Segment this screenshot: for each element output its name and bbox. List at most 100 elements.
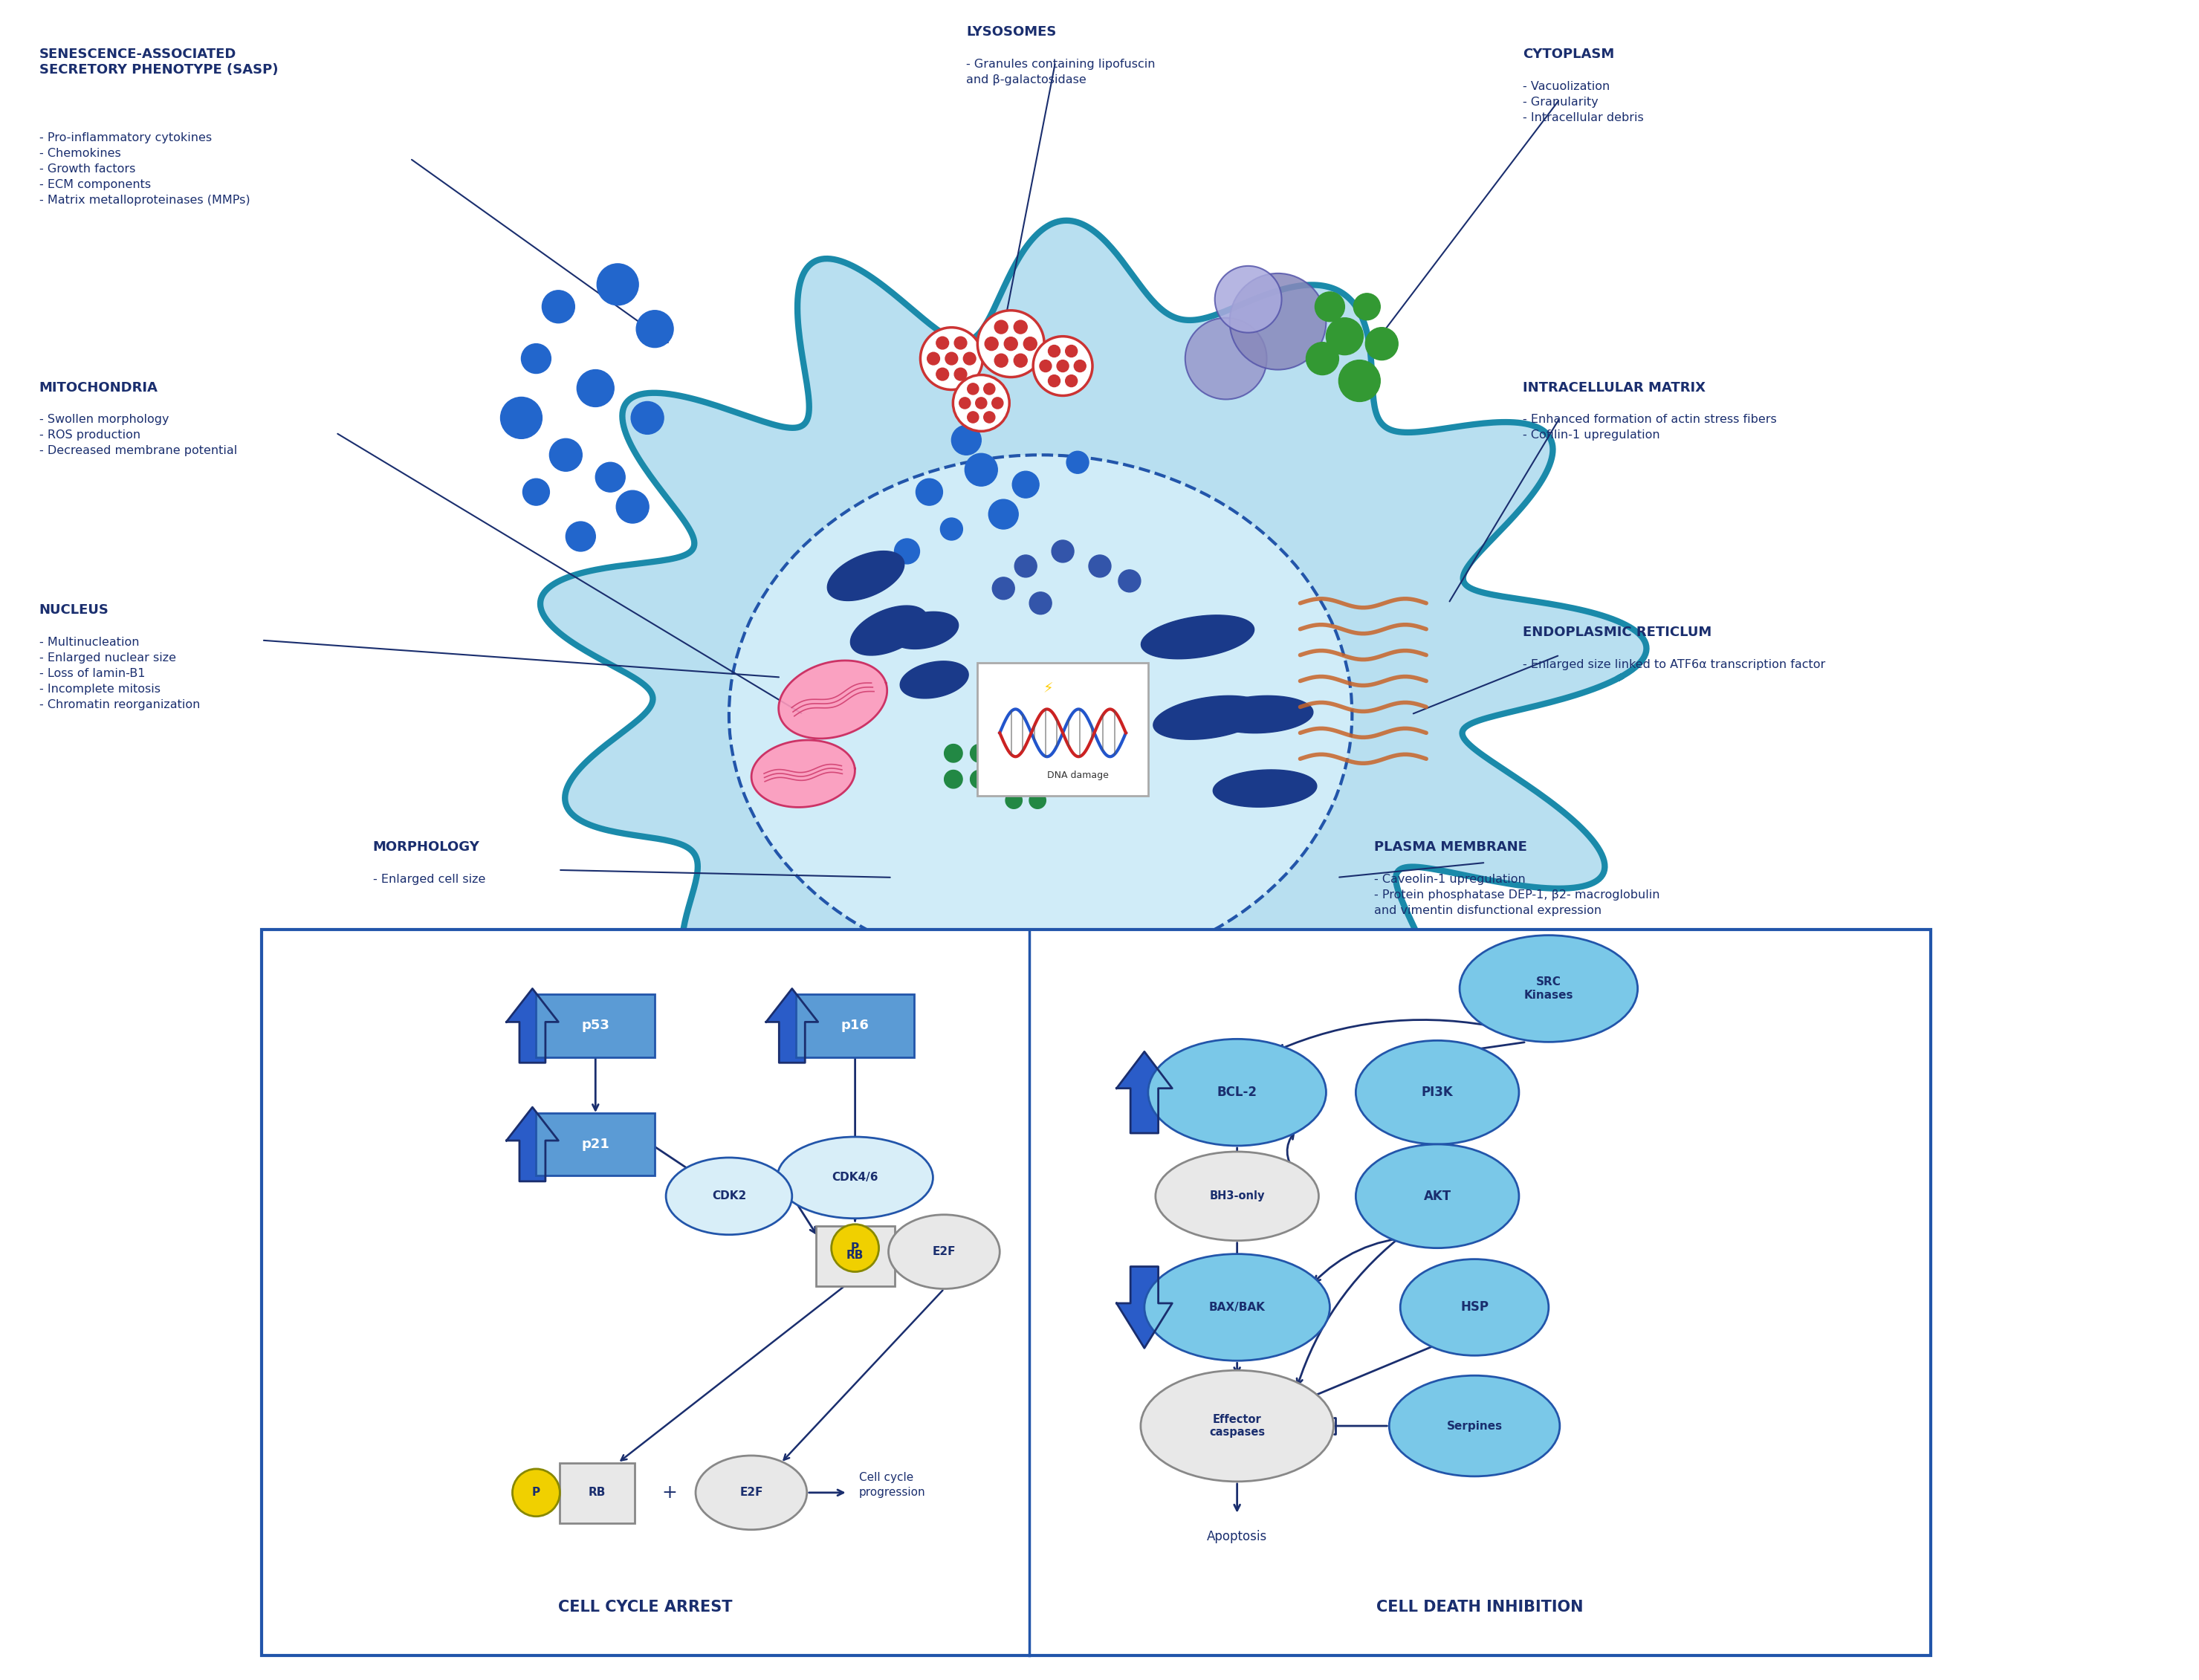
FancyBboxPatch shape	[796, 995, 915, 1057]
Circle shape	[550, 438, 583, 472]
Text: MORPHOLOGY: MORPHOLOGY	[374, 840, 479, 853]
Text: - Vacuolization
- Granularity
- Intracellular debris: - Vacuolization - Granularity - Intracel…	[1522, 81, 1643, 123]
Circle shape	[1315, 292, 1344, 321]
Text: BAX/BAK: BAX/BAK	[1209, 1302, 1264, 1312]
Text: PI3K: PI3K	[1421, 1085, 1454, 1099]
Circle shape	[1023, 338, 1038, 351]
Ellipse shape	[1460, 936, 1638, 1042]
Circle shape	[994, 354, 1007, 368]
Circle shape	[992, 578, 1014, 600]
Circle shape	[921, 328, 983, 390]
Ellipse shape	[695, 1455, 807, 1530]
Text: CELL DEATH INHIBITION: CELL DEATH INHIBITION	[1377, 1599, 1583, 1614]
Text: HSP: HSP	[1460, 1300, 1489, 1314]
Text: BCL-2: BCL-2	[1216, 1085, 1258, 1099]
Circle shape	[952, 425, 981, 455]
Circle shape	[976, 398, 987, 408]
Text: PLASMA MEMBRANE: PLASMA MEMBRANE	[1374, 840, 1528, 853]
Circle shape	[979, 311, 1045, 376]
Text: AKT: AKT	[1423, 1189, 1451, 1203]
Circle shape	[937, 368, 948, 380]
Circle shape	[954, 368, 968, 380]
Circle shape	[968, 383, 979, 395]
Text: SRC
Kinases: SRC Kinases	[1524, 976, 1572, 1001]
Text: Apoptosis: Apoptosis	[1207, 1530, 1267, 1542]
Circle shape	[954, 336, 968, 349]
Circle shape	[1049, 375, 1060, 386]
Polygon shape	[506, 988, 559, 1063]
Polygon shape	[1029, 791, 1047, 808]
FancyBboxPatch shape	[979, 662, 1148, 796]
Circle shape	[1339, 360, 1381, 402]
FancyBboxPatch shape	[537, 1112, 655, 1176]
Circle shape	[990, 499, 1018, 529]
Circle shape	[1005, 338, 1018, 351]
Text: - Caveolin-1 upregulation
- Protein phosphatase DEP-1, β2- macroglobulin
and vim: - Caveolin-1 upregulation - Protein phos…	[1374, 874, 1660, 916]
FancyBboxPatch shape	[537, 995, 655, 1057]
Circle shape	[596, 264, 638, 306]
Text: Cell cycle
progression: Cell cycle progression	[860, 1472, 926, 1499]
Text: CDK4/6: CDK4/6	[831, 1173, 877, 1183]
Text: - Multinucleation
- Enlarged nuclear size
- Loss of lamin-B1
- Incomplete mitosi: - Multinucleation - Enlarged nuclear siz…	[40, 637, 200, 711]
Polygon shape	[1029, 768, 1047, 785]
Text: - Enhanced formation of actin stress fibers
- Cofilin-1 upregulation: - Enhanced formation of actin stress fib…	[1522, 415, 1777, 440]
Polygon shape	[970, 769, 987, 788]
Ellipse shape	[776, 1137, 932, 1218]
Text: MITOCHONDRIA: MITOCHONDRIA	[40, 381, 158, 395]
Polygon shape	[827, 551, 904, 601]
Circle shape	[1306, 343, 1339, 375]
Polygon shape	[765, 988, 818, 1063]
Polygon shape	[1005, 768, 1023, 785]
Ellipse shape	[1357, 1144, 1520, 1248]
Polygon shape	[970, 744, 987, 763]
Circle shape	[1014, 554, 1036, 578]
Circle shape	[631, 402, 664, 433]
Polygon shape	[1141, 615, 1253, 659]
Polygon shape	[778, 660, 886, 739]
Ellipse shape	[1390, 1376, 1559, 1477]
Text: - Granules containing lipofuscin
and β-galactosidase: - Granules containing lipofuscin and β-g…	[965, 59, 1154, 86]
Circle shape	[1214, 265, 1282, 333]
Circle shape	[946, 353, 959, 365]
Polygon shape	[506, 1107, 559, 1181]
Polygon shape	[541, 220, 1647, 1116]
Circle shape	[994, 321, 1007, 334]
Ellipse shape	[666, 1158, 792, 1235]
Circle shape	[1029, 591, 1051, 615]
Text: - Enlarged size linked to ATF6α transcription factor: - Enlarged size linked to ATF6α transcri…	[1522, 659, 1825, 670]
Text: - Pro-inflammatory cytokines
- Chemokines
- Growth factors
- ECM components
- Ma: - Pro-inflammatory cytokines - Chemokine…	[40, 133, 251, 207]
FancyBboxPatch shape	[561, 1463, 636, 1524]
Circle shape	[1073, 360, 1086, 371]
Circle shape	[576, 370, 614, 407]
Circle shape	[596, 462, 625, 492]
Circle shape	[968, 412, 979, 423]
Circle shape	[543, 291, 574, 323]
Circle shape	[501, 396, 543, 438]
Circle shape	[965, 454, 998, 486]
Circle shape	[1049, 344, 1060, 358]
Text: E2F: E2F	[739, 1487, 763, 1499]
Text: Serpines: Serpines	[1447, 1420, 1502, 1431]
Circle shape	[1067, 375, 1078, 386]
Circle shape	[963, 353, 976, 365]
Circle shape	[1012, 472, 1040, 497]
Text: SENESCENCE-ASSOCIATED
SECRETORY PHENOTYPE (SASP): SENESCENCE-ASSOCIATED SECRETORY PHENOTYP…	[40, 47, 277, 77]
Ellipse shape	[888, 1215, 1001, 1289]
Circle shape	[937, 336, 948, 349]
Ellipse shape	[1154, 1152, 1319, 1240]
Text: BH3-only: BH3-only	[1209, 1191, 1264, 1201]
Polygon shape	[1117, 1267, 1172, 1347]
FancyBboxPatch shape	[816, 1226, 895, 1285]
Text: NUCLEUS: NUCLEUS	[40, 603, 110, 617]
Text: CDK2: CDK2	[712, 1191, 745, 1201]
Ellipse shape	[1141, 1371, 1333, 1482]
Circle shape	[985, 338, 998, 351]
Polygon shape	[851, 606, 928, 655]
Circle shape	[952, 375, 1009, 432]
Circle shape	[1355, 294, 1381, 321]
Circle shape	[1185, 318, 1267, 400]
Circle shape	[928, 353, 939, 365]
Circle shape	[941, 517, 963, 541]
Circle shape	[1067, 452, 1089, 474]
Circle shape	[1089, 554, 1110, 578]
